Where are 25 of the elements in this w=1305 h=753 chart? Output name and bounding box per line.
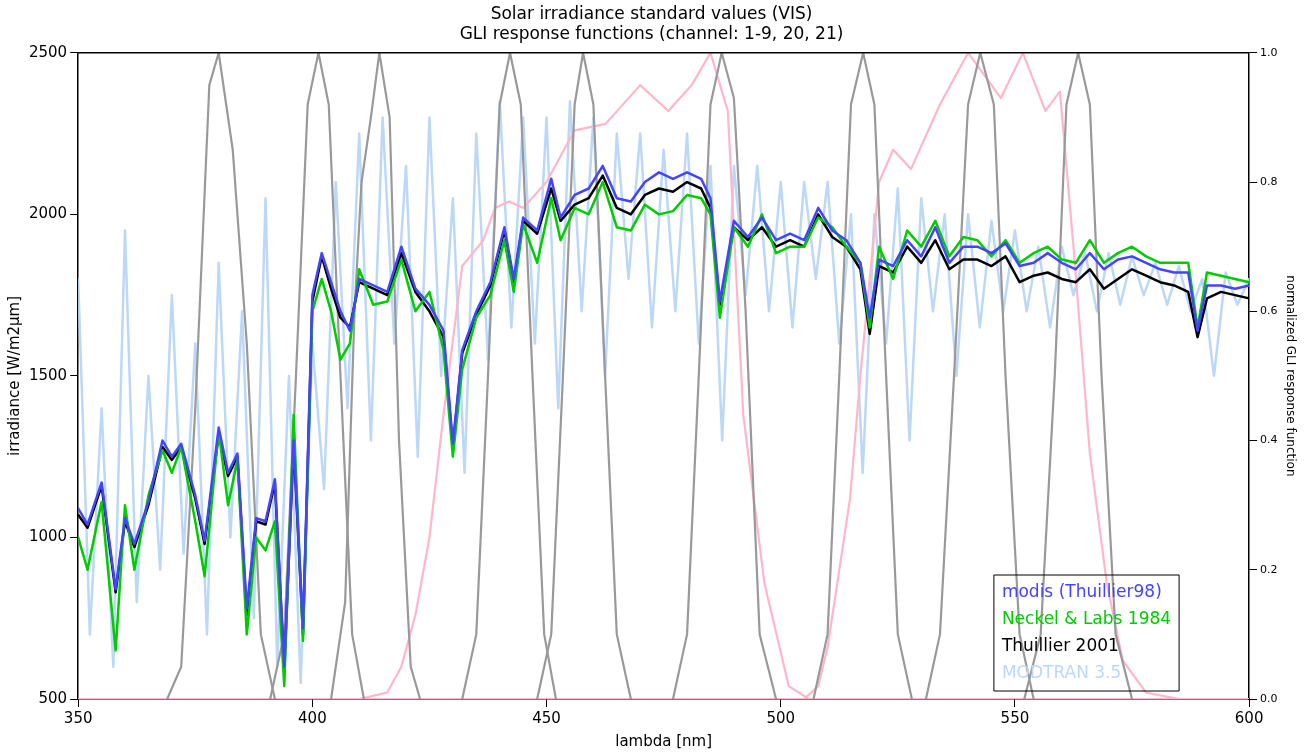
x-tick-label: 550 (1000, 708, 1030, 727)
y2-axis-title: normalized GLI response function (1283, 275, 1298, 477)
chart-subtitle: GLI response functions (channel: 1-9, 20, 21) (459, 23, 844, 44)
y2-tick-label: 0.6 (1260, 304, 1278, 318)
x-axis-title: lambda [nm] (615, 731, 713, 750)
x-tick-label: 500 (766, 708, 796, 727)
text: modis (Thuillier98) (1001, 580, 1162, 601)
y2-tick-label: 0.8 (1260, 174, 1278, 188)
y-tick-label: 2000 (28, 204, 68, 223)
y2-tick-label: 0.0 (1260, 691, 1278, 705)
text: Thuillier 2001 (1000, 634, 1119, 655)
x-tick-label: 350 (63, 708, 93, 727)
x-tick-label: 400 (298, 708, 327, 727)
text: Neckel & Labs 1984 (1001, 607, 1172, 628)
x-tick-label: 600 (1234, 708, 1264, 727)
chart-title: Solar irradiance standard values (VIS) (490, 2, 813, 23)
y2-tick-label: 0.2 (1260, 562, 1278, 576)
x-tick-label: 450 (532, 708, 561, 727)
y-axis-title: irradiance [W/m2μm] (4, 295, 23, 456)
y-tick-label: 1000 (28, 527, 68, 546)
y-tick-label: 2500 (28, 42, 68, 61)
y2-tick-label: 0.4 (1260, 433, 1278, 447)
y-tick-label: 500 (38, 688, 68, 707)
y-tick-label: 1500 (28, 365, 68, 384)
y2-tick-label: 1.0 (1260, 45, 1278, 59)
